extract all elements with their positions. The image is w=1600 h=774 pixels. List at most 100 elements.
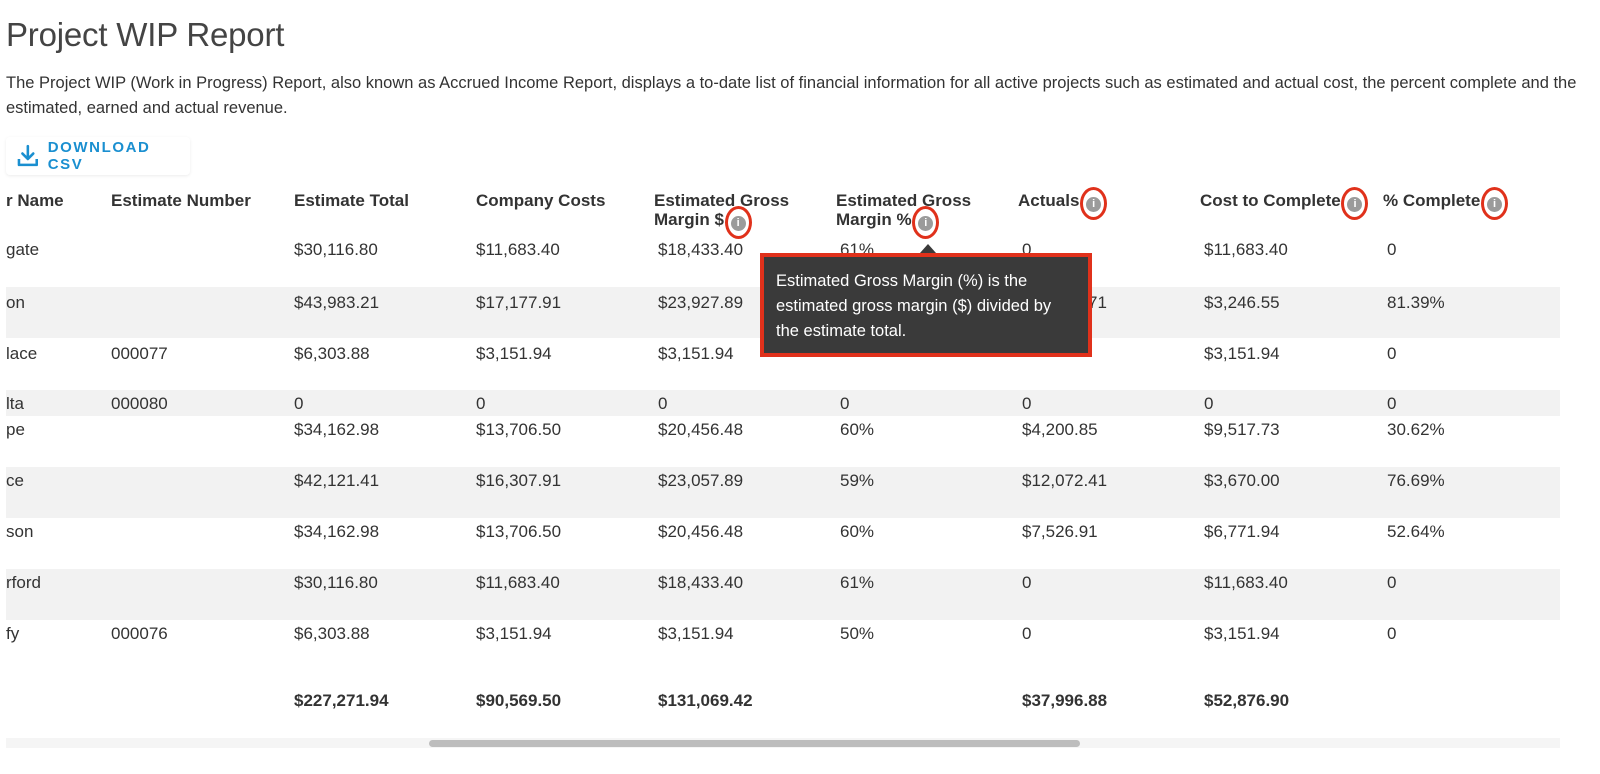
table-row: fy 000076 $6,303.88 $3,151.94 $3,151.94 … [6, 620, 1560, 671]
tooltip-arrow [920, 244, 936, 253]
header-company-costs[interactable]: Company Costs [476, 191, 606, 210]
info-icon[interactable]: i [1341, 187, 1369, 220]
highlight-ring [1481, 187, 1509, 220]
cell-name: on [6, 293, 25, 312]
scrollbar-thumb[interactable] [429, 740, 1080, 747]
cell-gm-dollar: $3,151.94 [658, 344, 734, 363]
cell-name: pe [6, 420, 25, 439]
cell-name: lta [6, 394, 24, 413]
cell-cost-to-complete: $9,517.73 [1204, 420, 1280, 439]
cell-cost-to-complete: $11,683.40 [1204, 573, 1288, 592]
cell-company-costs: 0 [476, 394, 486, 413]
totals-row: $227,271.94 $90,569.50 $131,069.42 $37,9… [6, 689, 1560, 740]
table-row: gate $30,116.80 $11,683.40 $18,433.40 61… [6, 240, 1560, 291]
cell-pct-complete: 0 [1387, 240, 1397, 259]
total-cost-to-complete: $52,876.90 [1204, 691, 1290, 710]
download-csv-button[interactable]: DOWNLOAD CSV [6, 137, 190, 175]
cell-pct-complete: 76.69% [1387, 471, 1445, 490]
cell-company-costs: $11,683.40 [476, 573, 560, 592]
highlight-ring [912, 206, 940, 239]
cell-pct-complete: 0 [1387, 624, 1397, 643]
cell-gm-pct: 59% [840, 471, 875, 490]
cell-pct-complete: 30.62% [1387, 420, 1445, 439]
cell-gm-dollar: $20,456.48 [658, 420, 744, 439]
cell-pct-complete: 0 [1387, 394, 1397, 413]
cell-estimate-total: $30,116.80 [294, 240, 378, 259]
cell-gm-dollar: $3,151.94 [658, 624, 734, 643]
cell-actuals: 0 [1022, 573, 1032, 592]
cell-gm-dollar: 0 [658, 394, 668, 413]
cell-actuals: 0 [1022, 624, 1032, 643]
cell-pct-complete: 0 [1387, 344, 1397, 363]
cell-estimate-total: $34,162.98 [294, 420, 380, 439]
cell-estimate-total: $6,303.88 [294, 624, 370, 643]
cell-gm-pct: 60% [840, 420, 875, 439]
cell-company-costs: $17,177.91 [476, 293, 562, 312]
tooltip-line: estimated gross margin ($) divided by [776, 297, 1052, 315]
horizontal-scrollbar[interactable] [6, 738, 1560, 748]
cell-gm-pct: 0 [840, 394, 850, 413]
total-company-costs: $90,569.50 [476, 691, 562, 710]
download-icon [17, 144, 39, 167]
cell-estimate-number: 000080 [111, 394, 168, 413]
header-estimate-number[interactable]: Estimate Number [111, 191, 251, 210]
cell-name: lace [6, 344, 38, 363]
cell-actuals: 0 [1022, 240, 1032, 259]
cell-actuals: $4,200.85 [1022, 420, 1098, 439]
cell-pct-complete: 0 [1387, 573, 1397, 592]
cell-cost-to-complete: $11,683.40 [1204, 240, 1288, 259]
download-csv-label: DOWNLOAD CSV [47, 139, 151, 173]
page-title: Project WIP Report [6, 16, 285, 53]
info-icon[interactable]: i [912, 206, 940, 239]
total-actuals: $37,996.88 [1022, 691, 1108, 710]
info-icon[interactable]: i [1481, 187, 1509, 220]
table-row: pe $34,162.98 $13,706.50 $20,456.48 60% … [6, 416, 1560, 467]
cell-company-costs: $3,151.94 [476, 344, 552, 363]
info-icon[interactable]: i [724, 206, 752, 239]
header-gross-margin-dollar[interactable]: Estimated Gross Margin $ i [654, 191, 789, 239]
cell-cost-to-complete: $3,151.94 [1204, 344, 1280, 363]
info-icon[interactable]: i [1080, 187, 1108, 220]
cell-estimate-number: 000076 [111, 624, 168, 643]
cell-company-costs: $3,151.94 [476, 624, 552, 643]
cell-company-costs: $16,307.91 [476, 471, 562, 490]
total-estimate-total: $227,271.94 [294, 691, 389, 710]
cell-company-costs: $13,706.50 [476, 420, 562, 439]
highlight-ring [724, 206, 752, 239]
cell-name: rford [6, 573, 41, 592]
cell-gm-dollar: $23,057.89 [658, 471, 744, 490]
cell-gm-pct: 61% [840, 573, 875, 592]
header-gross-margin-pct[interactable]: Estimated Gross Margin % i [836, 191, 971, 239]
cell-actuals: 71 [1088, 293, 1107, 312]
cell-estimate-number: 000077 [111, 344, 168, 363]
header-actuals[interactable]: Actuals i [1018, 187, 1108, 220]
cell-gm-dollar: $20,456.48 [658, 522, 744, 541]
table-row: son $34,162.98 $13,706.50 $20,456.48 60%… [6, 518, 1560, 569]
cell-company-costs: $13,706.50 [476, 522, 562, 541]
cell-actuals: $7,526.91 [1022, 522, 1098, 541]
cell-name: gate [6, 240, 40, 259]
cell-gm-dollar: $18,433.40 [658, 240, 744, 259]
cell-gm-dollar: $18,433.40 [658, 573, 744, 592]
cell-cost-to-complete: $3,151.94 [1204, 624, 1280, 643]
cell-cost-to-complete: $6,771.94 [1204, 522, 1280, 541]
cell-gm-dollar: $23,927.89 [658, 293, 744, 312]
cell-estimate-total: $42,121.41 [294, 471, 380, 490]
cell-pct-complete: 81.39% [1387, 293, 1445, 312]
cell-pct-complete: 52.64% [1387, 522, 1445, 541]
tooltip-line: Estimated Gross Margin (%) is the [776, 272, 1028, 290]
highlight-ring [1341, 187, 1369, 220]
total-gm-dollar: $131,069.42 [658, 691, 753, 710]
table-row: lta 000080 0 0 0 0 0 0 0 [6, 390, 1560, 416]
cell-estimate-total: $34,162.98 [294, 522, 380, 541]
header-estimate-total[interactable]: Estimate Total [294, 191, 409, 210]
table-row: ce $42,121.41 $16,307.91 $23,057.89 59% … [6, 467, 1560, 518]
gross-margin-pct-tooltip: Estimated Gross Margin (%) is the estima… [760, 253, 1092, 357]
cell-estimate-total: $43,983.21 [294, 293, 380, 312]
cell-estimate-total: $6,303.88 [294, 344, 370, 363]
header-name[interactable]: r Name [6, 191, 64, 210]
header-pct-complete[interactable]: % Complete i [1383, 187, 1509, 220]
cell-cost-to-complete: $3,670.00 [1204, 471, 1280, 490]
cell-company-costs: $11,683.40 [476, 240, 560, 259]
header-cost-to-complete[interactable]: Cost to Complete i [1200, 187, 1369, 220]
